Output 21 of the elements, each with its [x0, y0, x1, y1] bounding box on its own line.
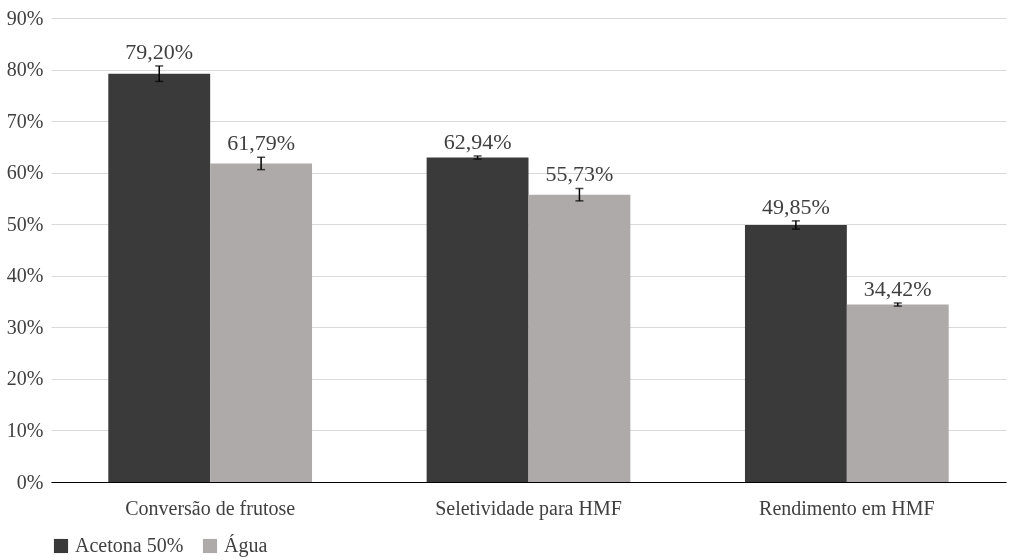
data-label: 55,73%: [545, 161, 614, 187]
legend-label: Acetona 50%: [75, 534, 184, 556]
y-tick-label: 90%: [6, 6, 44, 29]
x-tick-label: Rendimento em HMF: [759, 496, 935, 519]
y-tick-label: 60%: [6, 161, 44, 184]
y-tick-label: 40%: [6, 264, 44, 287]
data-label: 62,94%: [443, 128, 512, 154]
y-tick-label: 80%: [6, 58, 44, 81]
legend-label: Água: [224, 534, 268, 557]
y-tick-label: 0%: [16, 470, 44, 493]
x-tick-label: Conversão de frutose: [125, 496, 296, 519]
y-tick-label: 20%: [6, 367, 44, 390]
y-tick-label: 30%: [6, 315, 44, 338]
data-label: 79,20%: [125, 38, 194, 64]
y-tick-label: 70%: [6, 109, 44, 132]
x-tick-label: Seletividade para HMF: [435, 496, 622, 520]
data-label: 34,42%: [863, 276, 932, 301]
y-tick-label: 50%: [6, 212, 44, 235]
y-tick-label: 10%: [6, 418, 44, 441]
data-label: 49,85%: [761, 193, 830, 219]
data-label: 61,79%: [227, 130, 296, 156]
